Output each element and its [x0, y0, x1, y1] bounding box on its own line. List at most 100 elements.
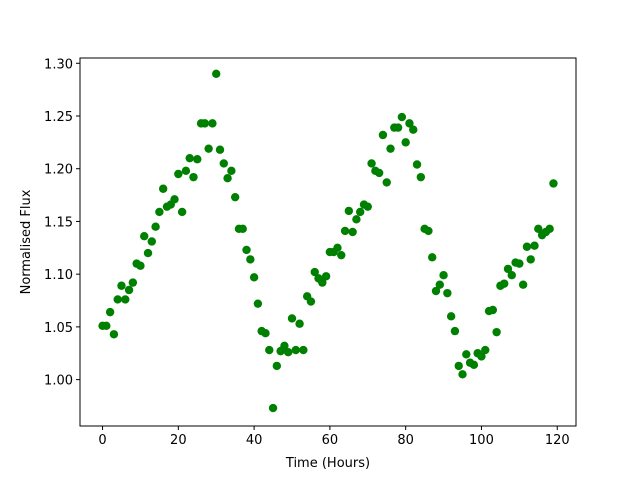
point [412, 160, 422, 169]
y-tick-label: 1.20 [44, 163, 73, 178]
point [204, 144, 213, 153]
point [374, 168, 384, 178]
point [177, 207, 187, 217]
point [227, 166, 236, 176]
point [469, 360, 479, 370]
point [393, 123, 403, 132]
point [356, 207, 365, 217]
point [174, 169, 183, 179]
y-axis-label: Normalised Flux [19, 189, 34, 294]
point [121, 295, 130, 304]
point [185, 153, 194, 163]
point [253, 299, 263, 308]
point [515, 259, 524, 268]
point [549, 179, 558, 188]
point [446, 312, 456, 321]
x-tick-label: 100 [469, 433, 494, 448]
point [158, 184, 168, 193]
point [462, 350, 471, 359]
point [518, 280, 528, 289]
point [291, 345, 300, 355]
point [333, 243, 342, 252]
point [268, 403, 278, 413]
point [246, 255, 255, 264]
point [352, 215, 361, 224]
point [280, 341, 289, 351]
point [200, 119, 210, 128]
y-tick-label: 1.30 [44, 57, 73, 72]
point [397, 112, 407, 122]
point [147, 237, 157, 246]
point [477, 352, 486, 361]
point [189, 172, 198, 182]
x-tick-label: 120 [545, 433, 570, 448]
point [212, 69, 221, 79]
point [526, 255, 535, 264]
point [344, 206, 354, 216]
point [105, 307, 115, 317]
y-tick-label: 1.25 [44, 110, 73, 125]
point [481, 345, 490, 355]
point [219, 159, 228, 168]
x-axis-label: Time (Hours) [285, 456, 370, 471]
point [454, 361, 463, 371]
point [348, 227, 357, 237]
point [136, 261, 145, 270]
point [499, 279, 509, 288]
point [545, 224, 554, 234]
x-tick-label: 80 [397, 433, 414, 448]
point [492, 327, 501, 337]
point [265, 345, 274, 355]
point [321, 272, 331, 281]
point [151, 222, 160, 231]
point [340, 226, 350, 236]
point [507, 271, 516, 280]
point [102, 321, 111, 331]
point [409, 125, 418, 134]
y-tick-label: 1.10 [44, 268, 73, 283]
point [128, 278, 138, 287]
point [382, 178, 391, 187]
point [242, 245, 251, 255]
point [272, 361, 282, 371]
point [450, 326, 460, 336]
point [386, 144, 395, 153]
point [215, 145, 225, 154]
point [378, 130, 388, 140]
point [295, 319, 304, 328]
point [261, 329, 270, 338]
point [337, 250, 346, 260]
point [109, 330, 119, 339]
x-tick-label: 40 [246, 433, 263, 448]
point [155, 207, 164, 217]
point [284, 347, 293, 357]
point [363, 202, 372, 211]
point [367, 159, 376, 168]
point [170, 195, 179, 204]
point [522, 242, 532, 251]
point [435, 280, 444, 289]
point [428, 253, 437, 262]
point [405, 119, 414, 128]
point [117, 281, 126, 290]
point [530, 241, 539, 250]
x-tick-label: 0 [98, 433, 106, 448]
x-tick-label: 60 [322, 433, 339, 448]
point [458, 370, 467, 379]
point [431, 286, 441, 296]
point [223, 174, 232, 183]
point [503, 264, 513, 274]
point [299, 345, 308, 355]
point [124, 285, 134, 295]
point [208, 119, 217, 128]
point [113, 295, 122, 304]
point [230, 192, 240, 202]
point [181, 166, 191, 176]
point [310, 267, 319, 277]
point [318, 278, 327, 287]
point [401, 138, 410, 147]
point [439, 271, 448, 280]
y-tick-label: 1.00 [44, 374, 73, 389]
x-tick-label: 20 [170, 433, 187, 448]
point [488, 305, 498, 315]
